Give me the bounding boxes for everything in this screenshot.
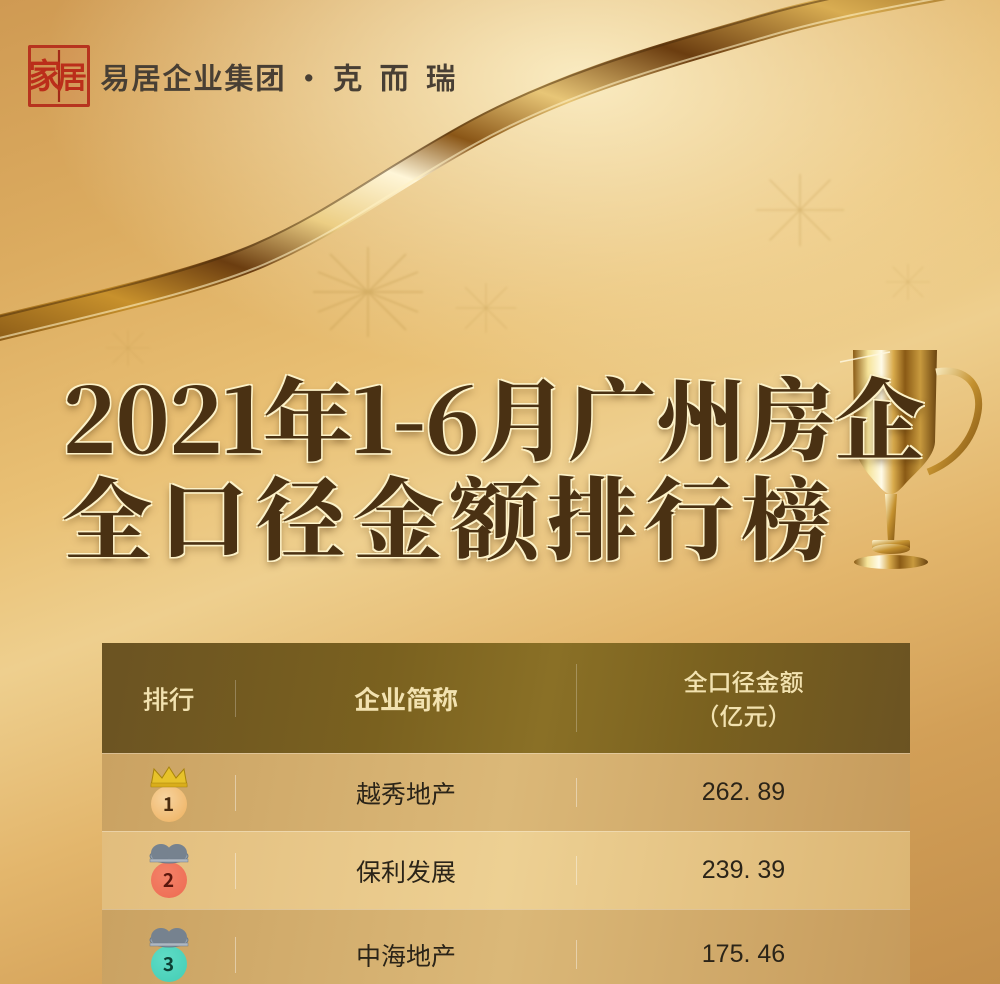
svg-text:居: 居	[57, 62, 87, 95]
